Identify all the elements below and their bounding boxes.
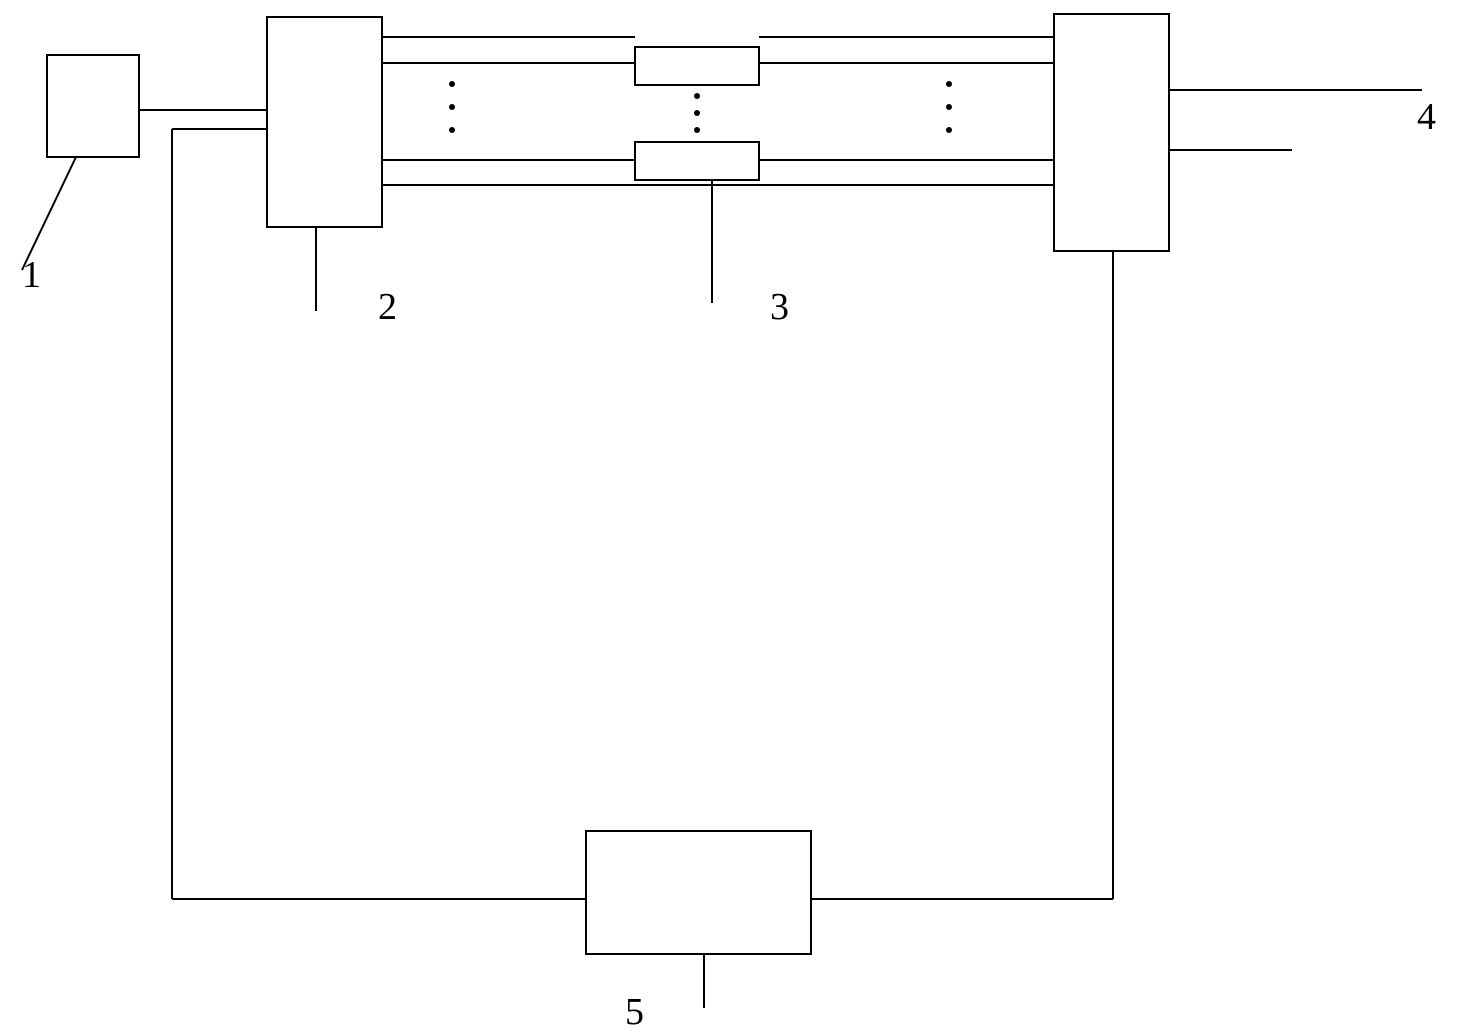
label-4: 4 (1417, 95, 1436, 139)
label-5: 5 (625, 990, 644, 1034)
diagram-canvas (0, 0, 1474, 1031)
label-1: 1 (22, 253, 41, 297)
label-2: 2 (378, 285, 397, 329)
label-3: 3 (770, 285, 789, 329)
